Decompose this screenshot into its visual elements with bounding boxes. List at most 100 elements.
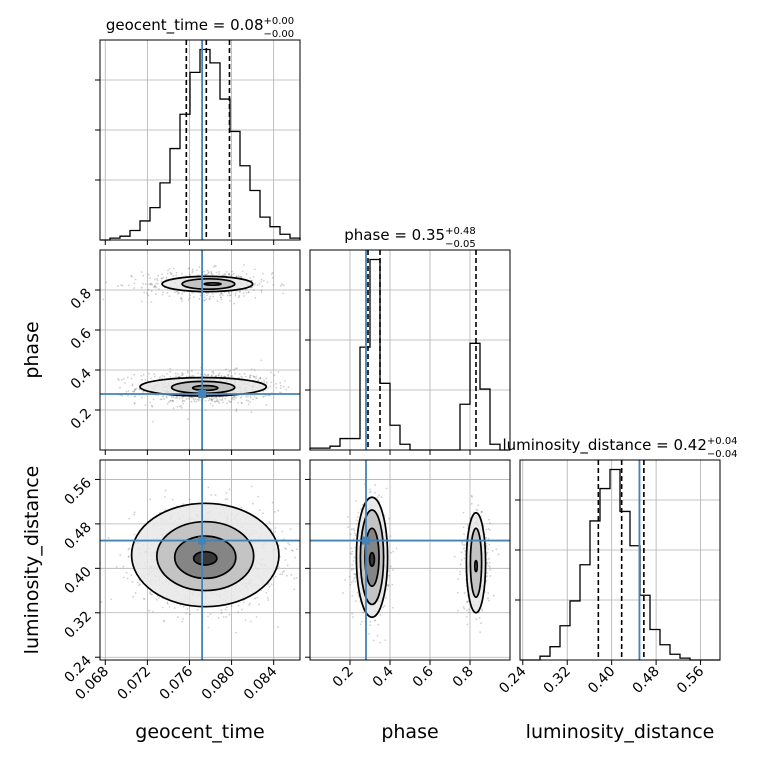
sample-point [302,542,304,544]
sample-point [151,405,154,408]
sample-point [495,548,498,551]
sample-point [192,296,195,299]
sample-point [205,298,208,300]
sample-point [102,298,105,301]
sample-point [348,576,351,578]
sample-point [156,282,159,285]
sample-point [249,374,252,377]
sample-point [356,523,358,526]
sample-point [249,376,252,379]
sample-point [190,400,193,403]
truth-marker [198,390,207,398]
sample-point [203,296,206,299]
sample-point [259,376,262,379]
hist-panel-luminosity_distance: luminosity_distance = 0.42 +0.04 −0.04 [502,436,738,661]
sample-point [133,287,136,289]
sample-point [285,388,288,391]
sample-point [199,294,202,297]
sample-point [198,298,201,301]
sample-point [222,401,224,404]
sample-point [151,420,154,423]
sample-point [218,372,221,375]
sample-point [218,271,220,273]
sample-point [258,509,261,512]
sample-point [133,533,136,536]
contour-line [359,509,385,606]
sample-point [380,496,383,498]
sample-point [467,525,469,527]
sample-point [475,508,478,511]
sample-point [140,286,143,289]
sample-point [180,296,183,299]
sample-point [265,377,268,380]
sample-point [351,594,354,597]
sample-point [275,382,278,385]
sample-point [169,370,172,373]
sample-point [250,411,253,414]
sample-point [248,376,251,379]
sample-point [153,373,156,375]
sample-point [247,395,249,398]
sample-point [476,509,479,512]
sample-point [133,513,135,516]
title-main: geocent_time = 0.08 [106,16,264,35]
sample-point [342,592,344,594]
sample-point [182,618,185,620]
sample-point [219,398,221,401]
sample-point [463,607,466,610]
sample-point [216,398,219,401]
sample-point [279,382,282,384]
sample-point [225,402,228,405]
sample-point [460,551,463,554]
sample-point [213,397,215,400]
sample-point [234,367,237,370]
sample-point [489,522,491,525]
sample-point [162,276,165,279]
sample-point [140,300,143,303]
sample-point [213,266,215,268]
sample-point [374,491,376,494]
sample-point [130,377,133,380]
sample-point [119,554,122,556]
panel-title: luminosity_distance = 0.42 +0.04 −0.04 [502,436,737,460]
sample-point [182,402,184,405]
sample-point [207,486,210,489]
sample-point [244,619,247,622]
sample-point [251,286,254,289]
sample-point [134,278,137,281]
sample-point [253,268,256,271]
sample-point [466,523,469,526]
sample-point [352,538,355,540]
y-axis-label: phase [21,321,43,378]
sample-point [485,542,488,545]
sample-point [209,402,212,405]
sample-point [271,271,274,274]
sample-point [306,376,308,378]
sample-point [125,390,128,393]
sample-point [377,623,380,626]
sample-point [211,399,214,402]
sample-point [117,377,119,380]
sample-point [254,296,257,299]
sample-point [459,570,462,573]
sample-point [249,374,252,377]
sample-point [225,368,227,371]
sample-point [155,282,158,285]
sample-point [462,511,465,514]
sample-point [150,282,153,285]
truth-marker [198,536,207,545]
sample-point [255,397,258,400]
sample-point [138,388,141,391]
y-tick-label: 0.48 [61,519,94,552]
sample-point [221,292,224,295]
sample-point [265,381,268,384]
sample-point [228,488,231,491]
sample-point [171,498,174,501]
sample-point [205,396,208,399]
sample-point [369,620,372,623]
sample-point [218,273,220,275]
sample-point [218,294,221,297]
sample-point [178,397,181,400]
sample-point [383,604,386,607]
contour-line [469,527,483,599]
